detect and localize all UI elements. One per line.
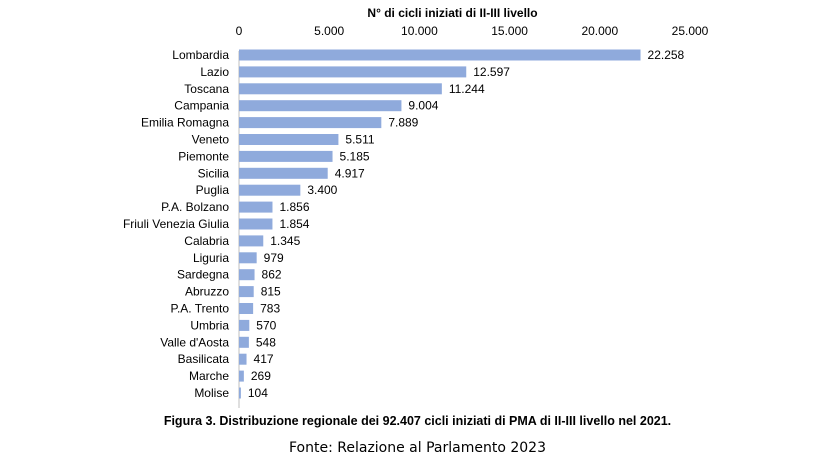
- x-tick-label: 20.000: [581, 24, 618, 38]
- data-label: 11.244: [449, 82, 485, 96]
- data-label: 9.004: [408, 99, 438, 113]
- figure-caption: Figura 3. Distribuzione regionale dei 92…: [163, 414, 672, 428]
- data-label: 815: [261, 285, 281, 299]
- bar: [239, 150, 333, 162]
- data-label: 570: [256, 318, 276, 332]
- bar: [239, 201, 273, 213]
- data-label: 783: [260, 302, 280, 316]
- bar: [239, 117, 382, 129]
- category-label: Basilicata: [178, 352, 230, 366]
- data-label: 269: [251, 369, 271, 383]
- x-tick-label: 0: [236, 24, 243, 38]
- bar: [239, 100, 402, 112]
- data-label: 104: [248, 386, 268, 400]
- category-label: P.A. Bolzano: [161, 200, 229, 214]
- bar: [239, 286, 254, 298]
- data-label: 979: [264, 251, 284, 265]
- bar: [239, 66, 467, 78]
- category-label: P.A. Trento: [171, 302, 230, 316]
- data-label: 1.854: [279, 217, 309, 231]
- bar: [239, 353, 247, 365]
- bar: [239, 252, 257, 264]
- category-label: Campania: [174, 99, 229, 113]
- bar: [239, 303, 254, 314]
- data-label: 417: [254, 352, 274, 366]
- category-label: Lazio: [200, 65, 229, 79]
- category-label: Abruzzo: [185, 285, 229, 299]
- category-label: Sardegna: [177, 268, 229, 282]
- category-label: Toscana: [184, 82, 229, 96]
- category-label: Calabria: [184, 234, 229, 248]
- category-label: Marche: [189, 369, 229, 383]
- data-label: 862: [262, 268, 282, 282]
- bar: [239, 370, 244, 382]
- data-label: 22.258: [648, 48, 685, 62]
- category-label: Liguria: [193, 251, 229, 265]
- data-label: 12.597: [473, 65, 510, 79]
- x-tick-label: 25.000: [672, 24, 709, 38]
- bar: [239, 269, 255, 281]
- category-label: Veneto: [192, 133, 230, 147]
- category-label: Valle d'Aosta: [160, 335, 229, 349]
- data-label: 1.856: [279, 200, 309, 214]
- data-label: 5.185: [340, 149, 370, 163]
- x-tick-label: 5.000: [314, 24, 344, 38]
- data-label: 7.889: [388, 116, 418, 130]
- bar: [239, 218, 273, 230]
- chart-title: N° di cicli iniziati di II-III livello: [367, 6, 537, 20]
- x-tick-label: 10.000: [401, 24, 438, 38]
- data-label: 5.511: [345, 133, 374, 147]
- data-label: 1.345: [270, 234, 300, 248]
- category-label: Umbria: [190, 318, 229, 332]
- data-label: 4.917: [335, 166, 365, 180]
- category-label: Sicilia: [198, 166, 230, 180]
- category-label: Puglia: [196, 183, 230, 197]
- source-note: Fonte: Relazione al Parlamento 2023: [289, 440, 546, 456]
- bar: [239, 167, 328, 179]
- bar: [239, 319, 250, 331]
- data-label: 3.400: [307, 183, 337, 197]
- bar: [239, 49, 641, 61]
- category-label: Friuli Venezia Giulia: [123, 217, 229, 231]
- bar: [239, 336, 249, 348]
- category-label: Molise: [194, 386, 229, 400]
- bar: [239, 184, 301, 196]
- data-label: 548: [256, 335, 276, 349]
- category-label: Piemonte: [178, 149, 229, 163]
- bar: [239, 387, 241, 399]
- bar: [239, 134, 339, 145]
- bar: [239, 83, 442, 95]
- bar-chart: N° di cicli iniziati di II-III livello 0 5…: [123, 6, 709, 408]
- x-tick-label: 15.000: [491, 24, 528, 38]
- category-label: Emilia Romagna: [141, 116, 229, 130]
- category-label: Lombardia: [172, 48, 229, 62]
- bar: [239, 235, 264, 247]
